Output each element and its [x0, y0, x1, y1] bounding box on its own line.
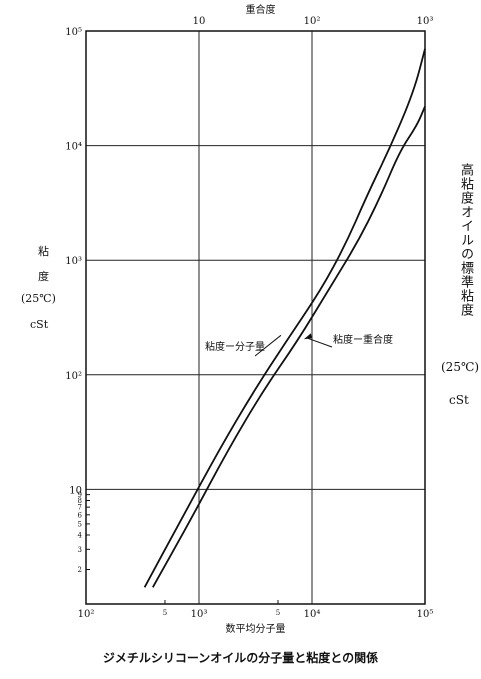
series-label-2-leader	[307, 337, 333, 348]
x-minor-tick-label: 5	[163, 609, 167, 617]
y-axis-label-line-3: (25℃)	[21, 292, 56, 305]
y-minor-tick-label: 3	[78, 546, 82, 554]
y-tick-label: 10³	[65, 256, 82, 267]
y-minor-tick-label: 6	[78, 511, 83, 519]
x-minor-tick-label: 5	[276, 609, 280, 617]
curves	[143, 48, 426, 588]
y-axis-label-line-4: cSt	[30, 318, 49, 331]
series-line-1	[143, 48, 426, 588]
x-axis-label: 数平均分子量	[226, 622, 286, 635]
x-tick-label: 10⁴	[304, 609, 321, 620]
top-tick-label: 10³	[417, 16, 434, 27]
top-tick-label: 10	[193, 16, 206, 27]
grid	[86, 31, 425, 604]
ticks: 10² 10³ 10⁴ 10⁵ 5 5 10 10² 10³ 10 10² 10³ 10⁴ 10⁵ 2 3 4 5…	[65, 16, 433, 620]
y-minor-tick-label: 9	[78, 491, 82, 499]
y-axis-label-line-1: 粘	[38, 245, 49, 258]
y-tick-label: 10⁴	[65, 142, 82, 153]
right-unit-2: cSt	[449, 393, 469, 407]
right-title: 高粘度オイルの標準粘度	[458, 163, 473, 317]
y-minor-tick-label: 8	[78, 497, 82, 505]
plot-frame	[85, 30, 426, 605]
x-tick-label: 10⁵	[417, 609, 434, 620]
figure-caption: ジメチルシリコーンオイルの分子量と粘度との関係	[102, 651, 379, 665]
y-minor-tick-label: 7	[78, 504, 82, 512]
series-label-2: 粘度ー重合度	[333, 333, 393, 346]
series-label-1: 粘度ー分子量	[205, 340, 265, 353]
series-label-2-arrowhead	[303, 333, 312, 340]
x-tick-label: 10³	[191, 609, 208, 620]
y-tick-label: 10	[69, 485, 82, 496]
series-label-1-leader	[254, 334, 282, 357]
y-axis-label-line-2: 度	[38, 270, 49, 283]
y-tick-label: 10⁵	[65, 27, 82, 38]
annotations: 粘度ー分子量 粘度ー重合度	[205, 333, 393, 357]
x-tick-label: 10²	[78, 609, 95, 620]
top-tick-label: 10²	[304, 16, 321, 27]
right-unit: (25℃)	[441, 360, 480, 374]
series-line-2	[152, 106, 426, 588]
y-minor-tick-label: 2	[78, 566, 82, 574]
y-minor-tick-label: 4	[78, 532, 83, 540]
top-axis-label: 重合度	[246, 3, 276, 16]
y-minor-tick-label: 5	[78, 520, 82, 528]
y-tick-label: 10²	[65, 371, 82, 382]
